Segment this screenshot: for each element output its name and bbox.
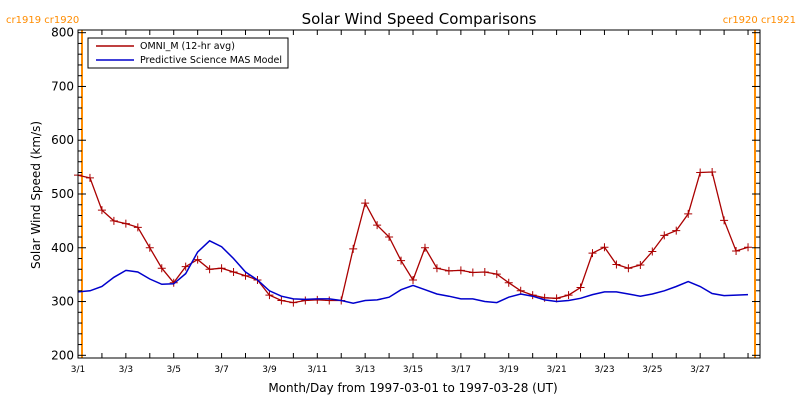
carrington-label-left: cr1919 cr1920 xyxy=(6,15,79,26)
series-0-point xyxy=(456,266,465,275)
carrington-label-right: cr1920 cr1921 xyxy=(723,15,796,26)
legend-label-omni: OMNI_M (12-hr avg) xyxy=(140,41,235,52)
series-0-point xyxy=(193,255,202,264)
series-0-point xyxy=(361,199,370,208)
series-0-point xyxy=(432,264,441,273)
series-0-point xyxy=(109,216,118,225)
series-0-point xyxy=(648,247,657,256)
series-0-point xyxy=(564,291,573,300)
series-0-point xyxy=(85,173,94,182)
x-tick-label: 3/9 xyxy=(262,365,277,375)
x-tick-label: 3/7 xyxy=(214,365,228,375)
series-0-point xyxy=(684,209,693,218)
x-tick-label: 3/1 xyxy=(71,365,85,375)
y-tick-label: 200 xyxy=(51,348,74,362)
x-tick-label: 3/11 xyxy=(307,365,327,375)
series-0-point xyxy=(229,267,238,276)
x-tick-label: 3/23 xyxy=(594,365,614,375)
series-0-point xyxy=(217,264,226,273)
series-0-point xyxy=(708,167,717,176)
series-0-point xyxy=(277,296,286,305)
series-0-point xyxy=(301,296,310,305)
y-tick-label: 500 xyxy=(51,187,74,201)
x-tick-label: 3/17 xyxy=(451,365,471,375)
series-0-point xyxy=(133,223,142,232)
series-0-point xyxy=(624,264,633,273)
series-0-point xyxy=(265,291,274,300)
legend-box xyxy=(87,37,289,69)
series-line-1 xyxy=(77,239,749,304)
y-tick-label: 800 xyxy=(51,26,74,40)
x-tick-label: 3/25 xyxy=(642,365,662,375)
series-0-point xyxy=(349,244,358,253)
series-0-point xyxy=(588,249,597,258)
y-tick-label: 600 xyxy=(51,133,74,147)
series-0-point xyxy=(313,295,322,304)
series-0-point xyxy=(420,243,429,252)
x-axis-label: Month/Day from 1997-03-01 to 1997-03-28 … xyxy=(268,381,557,395)
legend-label-mas: Predictive Science MAS Model xyxy=(140,55,282,66)
series-0-point xyxy=(504,278,513,287)
series-0-point xyxy=(720,216,729,225)
series-0-point xyxy=(576,283,585,292)
series-0-point xyxy=(145,243,154,252)
series-0-point xyxy=(385,233,394,242)
legend: OMNI_M (12-hr avg) Predictive Science MA… xyxy=(87,37,289,69)
series-0-point xyxy=(373,221,382,230)
x-tick-label: 3/27 xyxy=(690,365,710,375)
series-0-point xyxy=(289,298,298,307)
series-0-point xyxy=(744,243,753,252)
y-axis-label: Solar Wind Speed (km/s) xyxy=(29,121,43,269)
plot-frame xyxy=(77,29,761,359)
series-0-point xyxy=(97,206,106,215)
x-tick-label: 3/21 xyxy=(546,365,566,375)
series-0-point xyxy=(325,296,334,305)
series-0-point xyxy=(612,260,621,269)
series-0-point xyxy=(468,268,477,277)
series-0-point xyxy=(121,219,130,228)
x-tick-label: 3/19 xyxy=(499,365,519,375)
series-0-point xyxy=(636,260,645,269)
x-tick-label: 3/13 xyxy=(355,365,375,375)
series-0-point xyxy=(600,243,609,252)
series-0-point xyxy=(169,278,178,287)
series-0-point xyxy=(492,270,501,279)
x-tick-label: 3/5 xyxy=(166,365,180,375)
y-tick-label: 300 xyxy=(51,295,74,309)
x-tick-label: 3/3 xyxy=(119,365,133,375)
y-tick-label: 700 xyxy=(51,79,74,93)
series-0-point xyxy=(205,265,214,274)
series-0-point xyxy=(732,246,741,255)
series-0-point xyxy=(409,276,418,285)
series-0-point xyxy=(660,231,669,240)
y-tick-label: 400 xyxy=(51,241,74,255)
series-0-point xyxy=(241,271,250,280)
series-0-point xyxy=(444,266,453,275)
series-0-point xyxy=(480,267,489,276)
series-0-point xyxy=(181,262,190,271)
chart-title: Solar Wind Speed Comparisons xyxy=(302,10,537,28)
series-0-point xyxy=(672,226,681,235)
series-0-point xyxy=(696,168,705,177)
series-0-point xyxy=(397,256,406,265)
series-0-point xyxy=(157,264,166,273)
x-tick-label: 3/15 xyxy=(403,365,423,375)
